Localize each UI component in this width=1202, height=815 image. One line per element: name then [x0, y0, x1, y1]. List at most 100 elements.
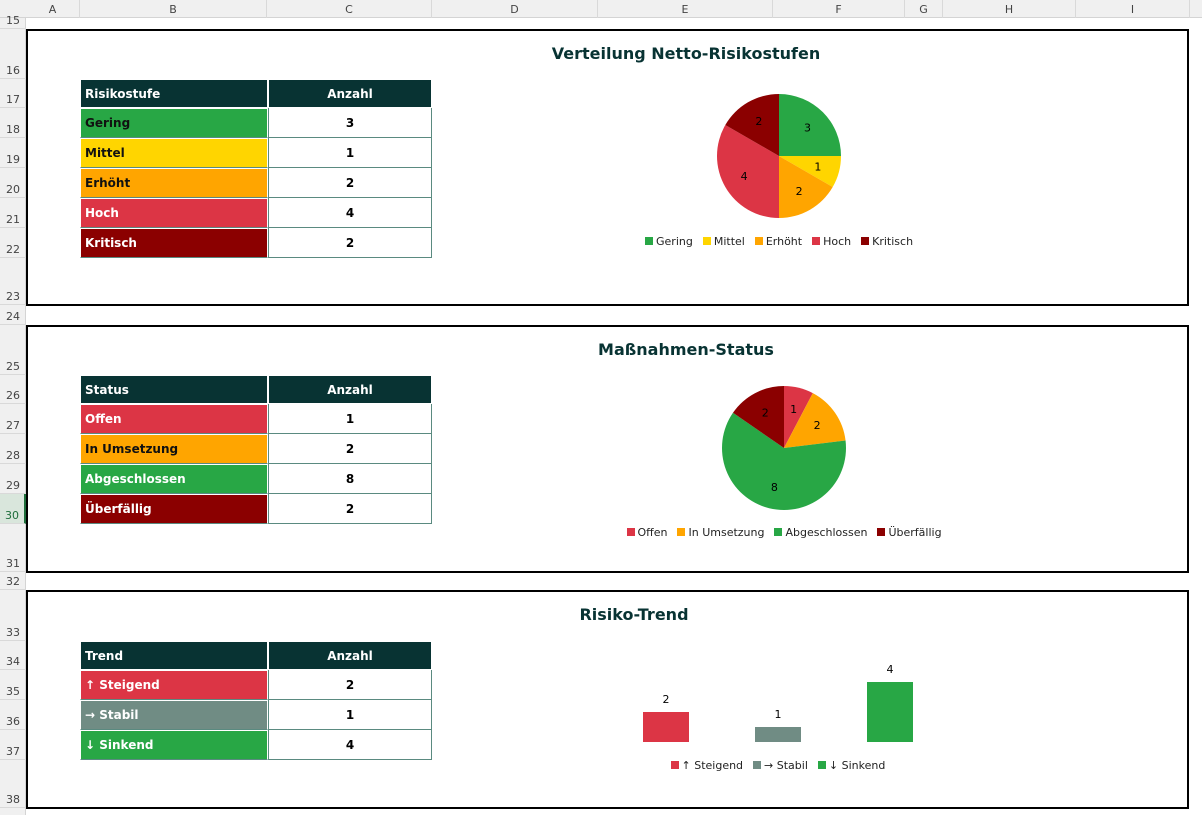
- row-header-24[interactable]: 24: [0, 305, 26, 325]
- table-row: ↓ Sinkend 4: [80, 730, 432, 760]
- legend-item: In Umsetzung: [677, 526, 764, 539]
- row-header-36[interactable]: 36: [0, 700, 26, 730]
- column-header-count: Anzahl: [268, 79, 432, 108]
- table-row: ↑ Steigend 2: [80, 670, 432, 700]
- legend-label: ↓ Sinkend: [828, 759, 886, 772]
- table-row: Überfällig 2: [80, 494, 432, 524]
- column-header-count: Anzahl: [268, 641, 432, 670]
- legend-swatch: [817, 761, 826, 769]
- row-header-19[interactable]: 19: [0, 138, 26, 168]
- legend-swatch: [626, 528, 635, 536]
- row-header-37[interactable]: 37: [0, 730, 26, 760]
- row-label-cell[interactable]: In Umsetzung: [80, 434, 268, 464]
- row-header-28[interactable]: 28: [0, 434, 26, 464]
- row-label-cell[interactable]: → Stabil: [80, 700, 268, 730]
- row-count-cell[interactable]: 2: [268, 168, 432, 198]
- legend-swatch: [812, 237, 821, 245]
- column-header-H[interactable]: H: [943, 0, 1076, 18]
- column-header-label: Trend: [80, 641, 268, 670]
- row-header-27[interactable]: 27: [0, 404, 26, 434]
- column-header-count: Anzahl: [268, 375, 432, 404]
- table-row: Gering 3: [80, 108, 432, 138]
- summary-table: Trend Anzahl ↑ Steigend 2 → Stabil 1 ↓ Sinkend…: [80, 641, 432, 760]
- legend-swatch: [774, 528, 783, 536]
- table-header-row: Status Anzahl: [80, 375, 432, 404]
- legend-label: Kritisch: [872, 235, 914, 248]
- row-label-cell[interactable]: Gering: [80, 108, 268, 138]
- row-label-cell[interactable]: Erhöht: [80, 168, 268, 198]
- section-title: Maßnahmen-Status: [598, 340, 774, 359]
- table-header-row: Trend Anzahl: [80, 641, 432, 670]
- row-header-32[interactable]: 32: [0, 572, 26, 590]
- legend-item: Mittel: [702, 235, 745, 248]
- legend-label: ↑ Steigend: [681, 759, 744, 772]
- section-title: Risiko-Trend: [579, 605, 689, 624]
- row-count-cell[interactable]: 1: [268, 404, 432, 434]
- row-header-35[interactable]: 35: [0, 670, 26, 700]
- row-label-cell[interactable]: ↑ Steigend: [80, 670, 268, 700]
- row-header-15[interactable]: 15: [0, 14, 26, 29]
- row-header-26[interactable]: 26: [0, 375, 26, 404]
- legend-swatch: [861, 237, 870, 245]
- row-header-25[interactable]: 25: [0, 325, 26, 375]
- row-count-cell[interactable]: 2: [268, 434, 432, 464]
- column-header-B[interactable]: B: [80, 0, 267, 18]
- row-label-cell[interactable]: Hoch: [80, 198, 268, 228]
- legend-item: ↓ Sinkend: [817, 759, 886, 772]
- row-count-cell[interactable]: 2: [268, 228, 432, 258]
- row-header-17[interactable]: 17: [0, 79, 26, 108]
- row-header-20[interactable]: 20: [0, 168, 26, 198]
- table-row: Hoch 4: [80, 198, 432, 228]
- row-count-cell[interactable]: 4: [268, 730, 432, 760]
- legend-label: Erhöht: [765, 235, 803, 248]
- summary-table: Risikostufe Anzahl Gering 3 Mittel 1 Erhöht 2 Ho…: [80, 79, 432, 258]
- table-row: In Umsetzung 2: [80, 434, 432, 464]
- row-header-22[interactable]: 22: [0, 228, 26, 258]
- row-label-cell[interactable]: Abgeschlossen: [80, 464, 268, 494]
- column-header-F[interactable]: F: [773, 0, 905, 18]
- column-header-G[interactable]: G: [905, 0, 943, 18]
- row-header-31[interactable]: 31: [0, 524, 26, 572]
- row-label-cell[interactable]: ↓ Sinkend: [80, 730, 268, 760]
- row-label-cell[interactable]: Kritisch: [80, 228, 268, 258]
- legend-item: Abgeschlossen: [774, 526, 867, 539]
- row-label-cell[interactable]: Mittel: [80, 138, 268, 168]
- table-header-row: Risikostufe Anzahl: [80, 79, 432, 108]
- legend-label: Hoch: [823, 235, 852, 248]
- row-headers: 15 16 17 18 19 20 21 22 23 24 25 26 27 28 29 30 31 32 33 34…: [0, 14, 26, 815]
- row-header-30[interactable]: 30: [0, 494, 26, 524]
- row-header-34[interactable]: 34: [0, 641, 26, 670]
- column-header-A[interactable]: A: [26, 0, 80, 18]
- legend-swatch: [702, 237, 711, 245]
- row-header-33[interactable]: 33: [0, 590, 26, 641]
- legend-label: Mittel: [713, 235, 745, 248]
- legend-swatch: [754, 237, 763, 245]
- row-count-cell[interactable]: 1: [268, 700, 432, 730]
- row-header-21[interactable]: 21: [0, 198, 26, 228]
- row-count-cell[interactable]: 8: [268, 464, 432, 494]
- table-row: → Stabil 1: [80, 700, 432, 730]
- row-count-cell[interactable]: 1: [268, 138, 432, 168]
- row-label-cell[interactable]: Überfällig: [80, 494, 268, 524]
- row-header-16[interactable]: 16: [0, 29, 26, 79]
- table-row: Mittel 1: [80, 138, 432, 168]
- column-header-E[interactable]: E: [598, 0, 773, 18]
- legend-label: Gering: [656, 235, 693, 248]
- row-header-23[interactable]: 23: [0, 258, 26, 305]
- row-count-cell[interactable]: 4: [268, 198, 432, 228]
- row-header-18[interactable]: 18: [0, 108, 26, 138]
- row-count-cell[interactable]: 3: [268, 108, 432, 138]
- legend-swatch: [753, 761, 762, 769]
- column-header-C[interactable]: C: [267, 0, 432, 18]
- column-header-D[interactable]: D: [432, 0, 598, 18]
- table-row: Kritisch 2: [80, 228, 432, 258]
- row-count-cell[interactable]: 2: [268, 670, 432, 700]
- row-header-38[interactable]: 38: [0, 760, 26, 808]
- row-header-29[interactable]: 29: [0, 464, 26, 494]
- column-header-I[interactable]: I: [1076, 0, 1190, 18]
- legend-swatch: [670, 761, 679, 769]
- row-count-cell[interactable]: 2: [268, 494, 432, 524]
- row-label-cell[interactable]: Offen: [80, 404, 268, 434]
- legend-item: Erhöht: [754, 235, 803, 248]
- legend-item: Hoch: [812, 235, 851, 248]
